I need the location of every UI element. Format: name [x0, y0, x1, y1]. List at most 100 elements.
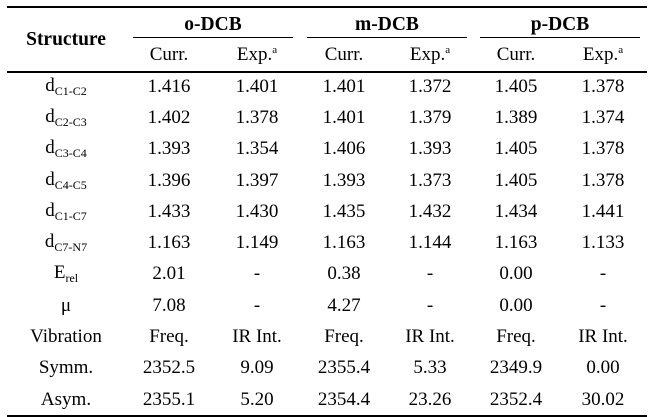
table-cell: 1.434	[494, 200, 538, 222]
row-label-main: d	[45, 74, 55, 96]
table-cell: 2355.1	[142, 388, 196, 410]
table-cell: 4.27	[327, 294, 361, 316]
table-cell: 1.393	[147, 138, 191, 160]
row-label: dC3-C4	[7, 134, 125, 165]
row-label-main: μ	[60, 294, 72, 316]
table-cell: -	[426, 263, 434, 285]
row-label: dC1-C2	[7, 71, 125, 102]
table-cell: 1.433	[147, 200, 191, 222]
table-cell: 1.144	[408, 232, 452, 254]
subheader-exp: Exp.a	[387, 38, 473, 71]
footnote-marker: a	[445, 43, 451, 56]
table-cell: 2349.9	[489, 357, 543, 379]
table-cell: 1.163	[494, 232, 538, 254]
footnote-marker: a	[272, 43, 278, 56]
table-row: dC3-C4 1.393 1.354 1.406 1.393 1.405 1.378	[7, 134, 647, 165]
row-label: Vibration	[7, 321, 125, 352]
table-cell: 2.01	[152, 263, 186, 285]
row-label-subscript: C1-C7	[54, 208, 87, 223]
row-label-subscript: C2-C3	[54, 114, 87, 129]
table-row: dC1-C7 1.433 1.430 1.435 1.432 1.434 1.441	[7, 196, 647, 227]
table-cell: 9.09	[240, 357, 274, 379]
table-cell: 2354.4	[317, 388, 371, 410]
group-label-p-dcb: p-DCB	[480, 14, 640, 38]
row-label: dC1-C7	[7, 196, 125, 227]
table-row: dC2-C3 1.402 1.378 1.401 1.379 1.389 1.374	[7, 102, 647, 133]
table-row: dC4-C5 1.396 1.397 1.393 1.373 1.405 1.378	[7, 165, 647, 196]
bottom-rule	[7, 415, 647, 417]
subheader-exp: Exp.a	[213, 38, 301, 71]
table-row: Asym. 2355.1 5.20 2354.4 23.26 2352.4 30.02	[7, 384, 647, 415]
table-cell: 1.378	[581, 138, 625, 160]
table-row: dC7-N7 1.163 1.149 1.163 1.144 1.163 1.133	[7, 227, 647, 258]
table-cell: 1.163	[322, 232, 366, 254]
table-cell: 1.416	[147, 75, 191, 97]
subheader-exp-label: Exp.	[582, 43, 619, 65]
table-cell: 1.405	[494, 75, 538, 97]
table-cell: 7.08	[152, 294, 186, 316]
table-cell: 1.393	[322, 169, 366, 191]
table-cell: 0.00	[499, 263, 533, 285]
group-label-o-dcb: o-DCB	[133, 14, 293, 38]
table-cell: 1.393	[408, 138, 452, 160]
header-rule	[7, 71, 647, 73]
table-cell: 1.379	[408, 106, 452, 128]
table-cell: 5.33	[413, 357, 447, 379]
table-cell: 1.405	[494, 138, 538, 160]
group-header-m-dcb: m-DCB	[301, 8, 473, 38]
results-table: Structure o-DCB m-DCB p-DCB Curr. Exp.a …	[7, 8, 647, 415]
table-cell: 1.397	[235, 169, 279, 191]
table-cell: 1.402	[147, 106, 191, 128]
row-label-subscript: C1-C2	[54, 83, 87, 98]
row-label-main: d	[44, 231, 55, 253]
row-label-main: d	[45, 168, 55, 190]
table-cell: -	[599, 263, 607, 285]
data-table-container: Structure o-DCB m-DCB p-DCB Curr. Exp.a …	[7, 6, 647, 417]
table-cell: 0.38	[327, 263, 361, 285]
row-label-main: d	[45, 137, 55, 159]
row-label-subscript: C3-C4	[54, 146, 87, 161]
subheader-curr: Curr.	[324, 43, 364, 65]
table-cell: 1.406	[322, 138, 366, 160]
group-header-p-dcb: p-DCB	[473, 8, 647, 38]
table-row: Vibration Freq. IR Int. Freq. IR Int. Freq. IR…	[7, 321, 647, 352]
top-rule	[7, 6, 647, 8]
row-label: Symm.	[7, 353, 125, 384]
table-cell: 0.00	[586, 357, 620, 379]
table-cell: 1.430	[235, 200, 279, 222]
table-cell: 0.00	[499, 294, 533, 316]
table-cell: 1.149	[235, 232, 279, 254]
table-cell: 2355.4	[317, 357, 371, 379]
row-label-main: E	[53, 262, 66, 284]
table-cell: 1.401	[322, 106, 366, 128]
table-cell: 1.133	[581, 232, 625, 254]
row-label: Asym.	[7, 384, 125, 415]
structure-header: Structure	[26, 28, 106, 50]
subheader-exp: Exp.a	[559, 38, 647, 71]
table-cell: -	[426, 294, 434, 316]
table-cell: 30.02	[581, 388, 625, 410]
table-cell: 1.435	[322, 200, 366, 222]
table-cell: 23.26	[408, 388, 452, 410]
table-cell: Freq.	[324, 326, 364, 348]
table-cell: 1.163	[147, 232, 191, 254]
table-cell: Freq.	[496, 326, 536, 348]
group-header-o-dcb: o-DCB	[125, 8, 301, 38]
table-row: Symm. 2352.5 9.09 2355.4 5.33 2349.9 0.00	[7, 353, 647, 384]
table-cell: 2352.4	[489, 388, 543, 410]
row-label: dC2-C3	[7, 102, 125, 133]
table-cell: IR Int.	[232, 326, 282, 348]
table-body: dC1-C2 1.416 1.401 1.401 1.372 1.405 1.378 dC2-…	[7, 71, 647, 415]
row-label-main: Symm.	[38, 357, 94, 379]
group-label-m-dcb: m-DCB	[307, 14, 467, 38]
table-row: dC1-C2 1.416 1.401 1.401 1.372 1.405 1.378	[7, 71, 647, 102]
table-cell: 1.401	[322, 75, 366, 97]
header-row-sub: Curr. Exp.a Curr. Exp.a Curr. Exp.a	[7, 38, 647, 71]
table-cell: 2352.5	[142, 357, 196, 379]
table-cell: -	[253, 263, 261, 285]
table-cell: 1.396	[147, 169, 191, 191]
table-cell: IR Int.	[405, 326, 455, 348]
footnote-marker: a	[618, 43, 624, 56]
table-row: Erel 2.01 - 0.38 - 0.00 -	[7, 259, 647, 290]
table-cell: 1.405	[494, 169, 538, 191]
